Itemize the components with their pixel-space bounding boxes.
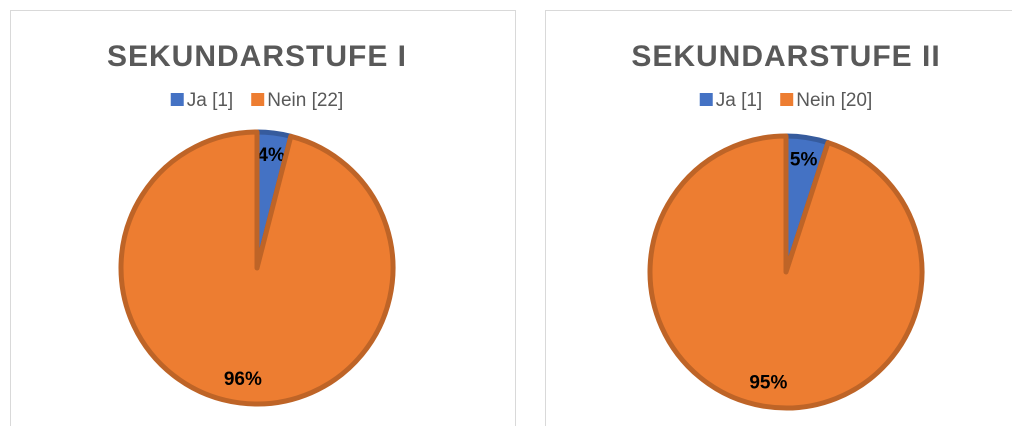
chart-panel: SEKUNDARSTUFE II Ja [1] Nein [20] 5% 95% xyxy=(545,10,1012,426)
legend-label: Ja [1] xyxy=(187,90,233,111)
chart-panel: SEKUNDARSTUFE I Ja [1] Nein [22] 4% 96% xyxy=(10,10,516,426)
legend: Ja [1] Nein [22] xyxy=(170,90,343,111)
data-label: 95% xyxy=(749,373,787,394)
legend-swatch xyxy=(170,93,184,106)
data-label: 96% xyxy=(224,369,262,390)
legend-swatch xyxy=(251,93,265,106)
pie-slice xyxy=(647,133,925,411)
chart-title: SEKUNDARSTUFE II xyxy=(631,40,940,73)
legend-swatch xyxy=(699,93,713,106)
data-label: 4% xyxy=(257,145,285,166)
chart-title: SEKUNDARSTUFE I xyxy=(107,40,407,73)
legend-label: Ja [1] xyxy=(716,90,762,111)
legend-swatch xyxy=(780,93,794,106)
legend-label: Nein [20] xyxy=(796,90,872,111)
data-label: 5% xyxy=(790,150,818,171)
legend: Ja [1] Nein [20] xyxy=(699,90,872,111)
legend-label: Nein [22] xyxy=(267,90,343,111)
pie-slice xyxy=(118,129,396,407)
